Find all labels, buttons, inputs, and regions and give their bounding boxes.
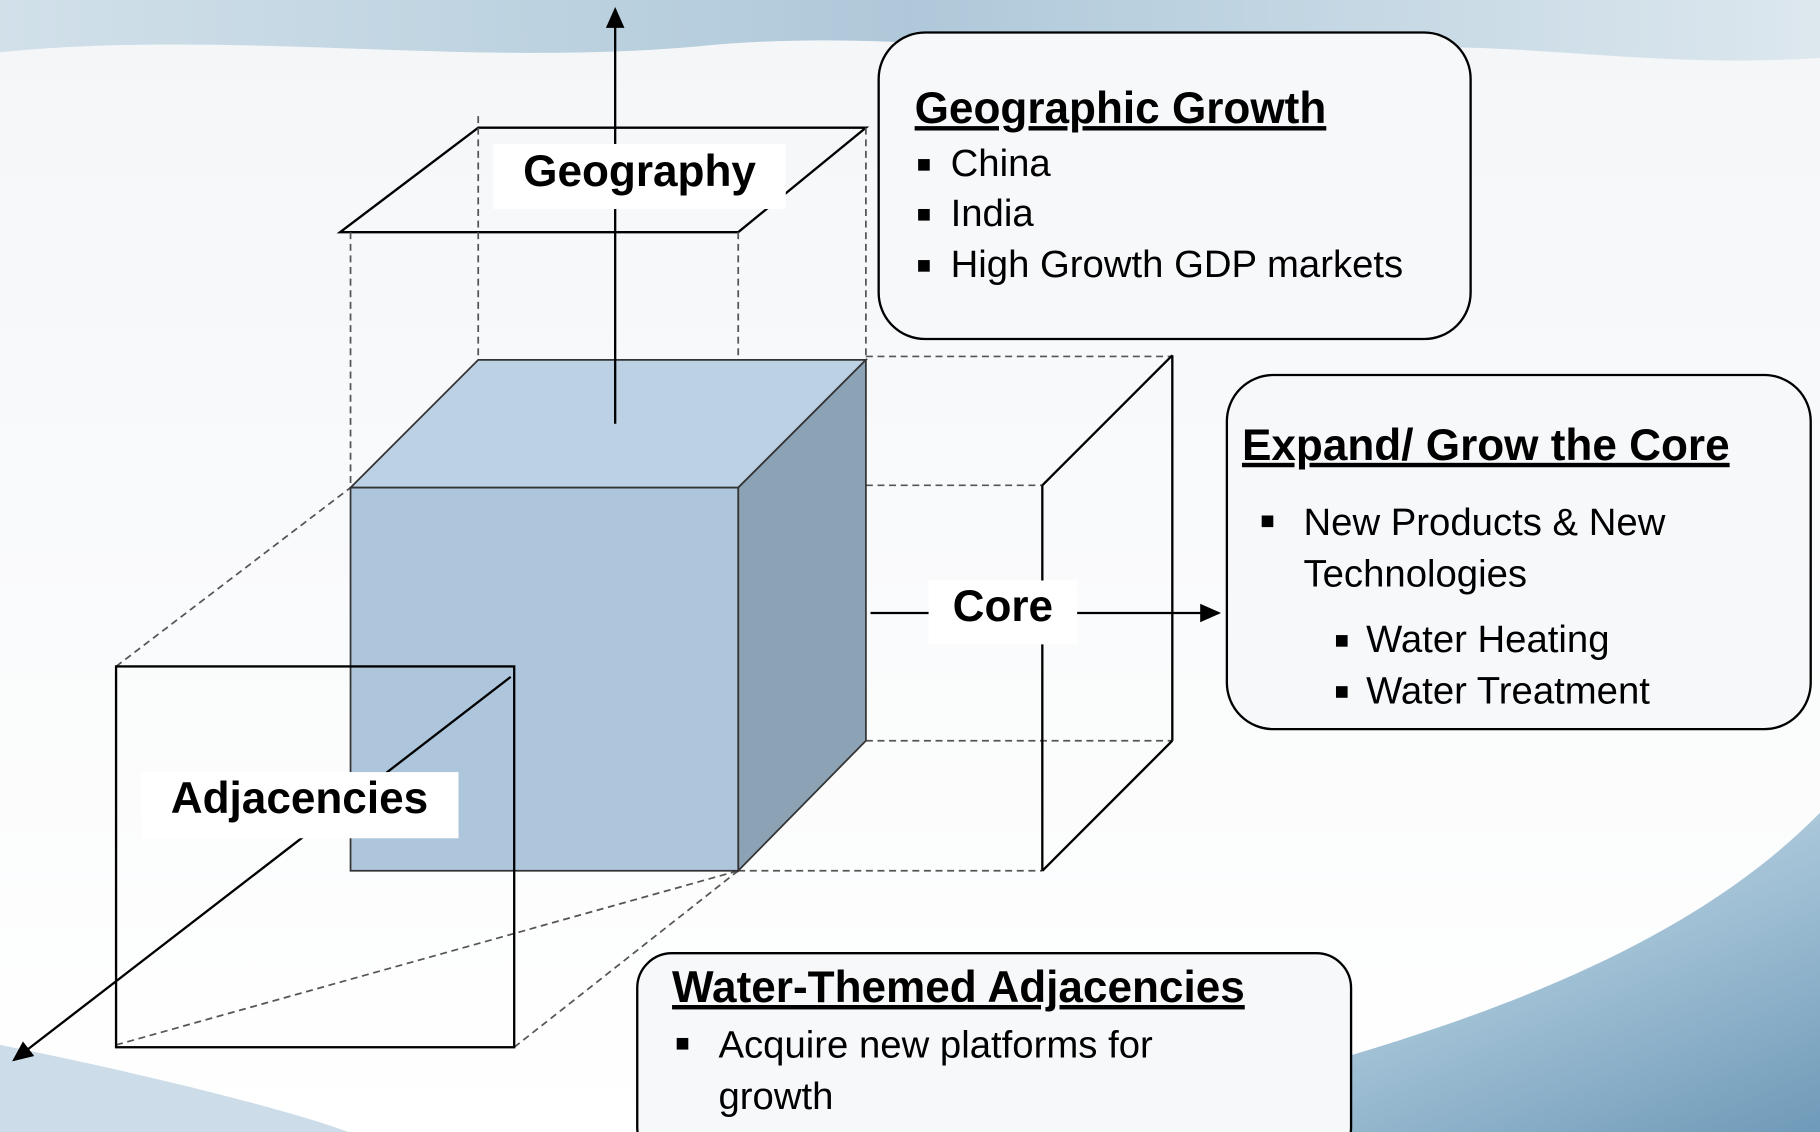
callout-box: [879, 33, 1471, 340]
box-item: China: [951, 142, 1052, 185]
box-item-wrap: Acquire new platforms for growth: [718, 1019, 1252, 1126]
box-title: Expand/ Grow the Core: [1242, 421, 1730, 470]
diagram: Geography Core Adjacencies Geographic Gr…: [0, 0, 1820, 1132]
box-title: Water-Themed Adjacencies: [672, 963, 1245, 1012]
bullet: [1336, 686, 1348, 698]
box-item: India: [951, 192, 1035, 235]
axis-label: Adjacencies: [171, 774, 428, 823]
box-subitem: Water Treatment: [1366, 669, 1650, 712]
bullet: [1336, 635, 1348, 647]
box-item: New Products & New Technologies: [1303, 497, 1744, 599]
box-subitem: Water Heating: [1366, 618, 1609, 661]
bullet: [1262, 515, 1274, 527]
bullet: [918, 209, 930, 221]
box-title: Geographic Growth: [915, 84, 1327, 133]
axis-label: Geography: [523, 147, 756, 196]
box-item: Acquire new platforms for growth: [718, 1019, 1252, 1121]
bullet: [918, 260, 930, 272]
box-item-wrap: New Products & New Technologies: [1303, 497, 1744, 604]
page: {"axes": {"geography": "Geography", "cor…: [0, 0, 1820, 1132]
bullet: [677, 1038, 689, 1050]
axis-label: Core: [953, 582, 1053, 631]
box-item: High Growth GDP markets: [951, 243, 1404, 286]
bullet: [918, 159, 930, 171]
